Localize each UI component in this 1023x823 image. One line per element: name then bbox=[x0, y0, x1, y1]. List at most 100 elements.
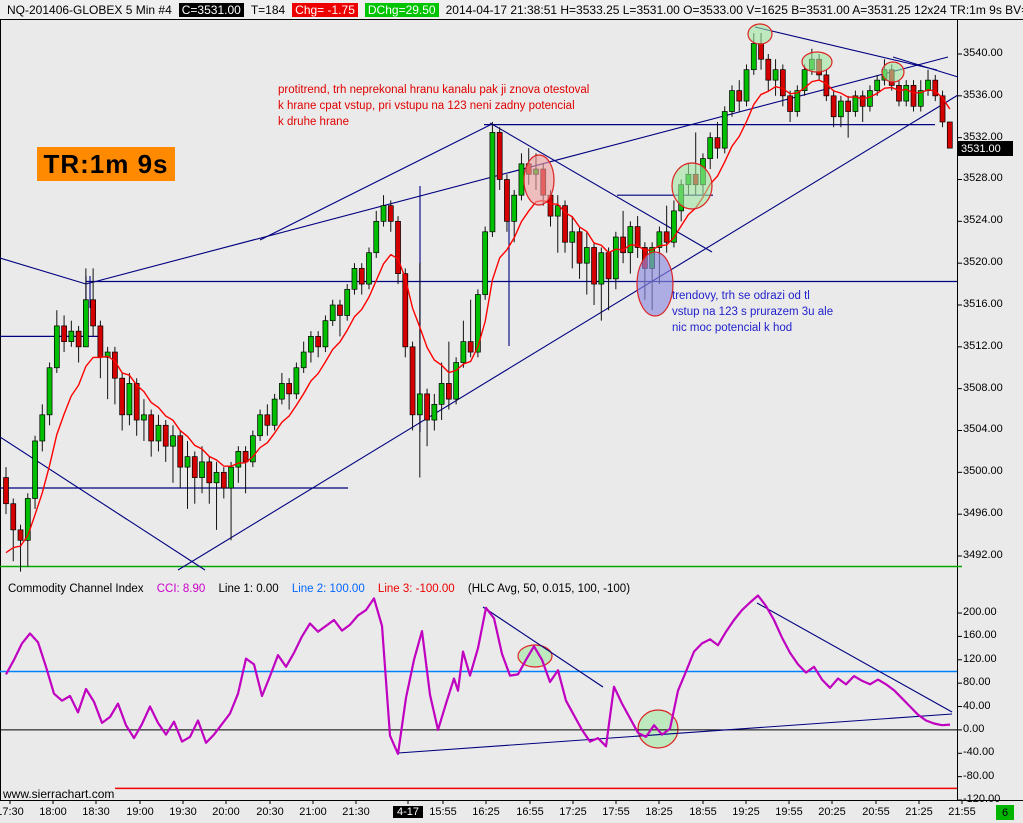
candle bbox=[249, 435, 256, 463]
candle bbox=[83, 299, 89, 348]
candle bbox=[293, 367, 300, 395]
candle bbox=[612, 236, 619, 280]
ellipse-markup bbox=[747, 23, 773, 45]
ellipse-markup bbox=[523, 154, 555, 206]
cci-value: CCI: 8.90 bbox=[156, 583, 206, 595]
candle bbox=[61, 325, 67, 342]
price-axis-label: 3540.00 bbox=[963, 47, 1003, 59]
sierrachart-branding: www.sierrachart.com bbox=[3, 787, 115, 801]
candle bbox=[721, 111, 728, 149]
price-axis-label: 3516.00 bbox=[963, 297, 1003, 310]
candle bbox=[220, 471, 227, 489]
candle bbox=[910, 85, 917, 107]
price-axis-label: 3532.00 bbox=[963, 130, 1003, 143]
time-axis-label: 21:55 bbox=[948, 806, 976, 818]
candle bbox=[271, 398, 278, 426]
candle bbox=[838, 100, 844, 118]
cci-axis-label: 40.00 bbox=[963, 699, 991, 712]
time-axis-label: 20:30 bbox=[256, 806, 284, 818]
candle bbox=[155, 424, 162, 442]
candle bbox=[504, 179, 510, 222]
annotation-line: k druhe hrane bbox=[278, 116, 349, 128]
candle bbox=[460, 341, 467, 363]
candle bbox=[90, 299, 96, 327]
price-axis-label: 3524.00 bbox=[963, 214, 1003, 227]
candle bbox=[337, 304, 343, 316]
cci-trendline bbox=[397, 713, 953, 754]
candle bbox=[765, 58, 772, 81]
candle bbox=[801, 69, 808, 91]
candle bbox=[344, 288, 351, 316]
candle bbox=[932, 79, 939, 97]
candle bbox=[569, 231, 576, 243]
candle bbox=[707, 137, 714, 159]
candle bbox=[867, 90, 873, 107]
candle bbox=[191, 456, 198, 478]
candle bbox=[68, 330, 75, 342]
annotation-countertrend-note: protitrend, trh neprekonal hranu kanalu … bbox=[278, 82, 589, 130]
time-axis-label: 19:30 bbox=[169, 806, 197, 818]
candle bbox=[315, 336, 322, 348]
price-axis-label: 3512.00 bbox=[963, 339, 1003, 352]
candle bbox=[475, 294, 481, 353]
current-price-tag: 3531.00 bbox=[958, 141, 1013, 156]
candles-layer bbox=[3, 33, 953, 572]
candle bbox=[373, 220, 380, 254]
candle bbox=[228, 466, 234, 489]
candle bbox=[395, 220, 401, 274]
candle bbox=[598, 252, 605, 285]
candle bbox=[177, 435, 184, 468]
candle bbox=[845, 100, 852, 112]
cci-study-header: Commodity Channel Index CCI: 8.90 Line 1… bbox=[8, 583, 640, 595]
candle bbox=[453, 362, 459, 400]
candle bbox=[656, 231, 663, 248]
candle bbox=[141, 414, 147, 421]
candle bbox=[416, 393, 423, 416]
time-axis-label: 21:25 bbox=[905, 806, 933, 818]
candle bbox=[489, 132, 496, 233]
candle bbox=[671, 210, 677, 243]
candle bbox=[917, 90, 924, 107]
candle bbox=[896, 85, 902, 102]
candle bbox=[496, 132, 503, 180]
candle bbox=[126, 383, 133, 416]
trendline bbox=[259, 123, 493, 241]
candle bbox=[431, 404, 438, 421]
time-axis-label: 20:55 bbox=[862, 806, 890, 818]
candle bbox=[257, 414, 263, 437]
ohlc-status-text: 2014-04-17 21:38:51 H=3533.25 L=3531.00 … bbox=[445, 2, 1023, 17]
time-axis-label: 16:55 bbox=[516, 806, 544, 818]
candle bbox=[39, 414, 46, 442]
candle bbox=[663, 231, 670, 243]
candle bbox=[308, 336, 314, 353]
cci-trendline bbox=[482, 606, 604, 688]
time-axis-label: 20:00 bbox=[212, 806, 240, 818]
candle bbox=[830, 95, 837, 118]
candle bbox=[133, 383, 140, 421]
candle bbox=[380, 205, 387, 222]
annotation-line: trendovy, trh se odrazi od tl bbox=[672, 290, 810, 302]
trendline bbox=[0, 257, 87, 285]
candle bbox=[199, 461, 205, 478]
candle bbox=[387, 205, 394, 222]
moving-average-line bbox=[5, 79, 951, 554]
cci-parameters: (HLC Avg, 50, 0.015, 100, -100) bbox=[467, 583, 631, 595]
candle bbox=[859, 95, 866, 107]
candle bbox=[424, 393, 430, 421]
candle bbox=[300, 351, 307, 369]
candle bbox=[736, 90, 743, 102]
trendline bbox=[0, 436, 206, 571]
cci-line1-value: Line 1: 0.00 bbox=[218, 583, 279, 595]
time-axis-label: 18:00 bbox=[39, 806, 67, 818]
ellipse-markup bbox=[636, 251, 674, 317]
time-axis-label: 18:55 bbox=[689, 806, 717, 818]
annotation-line: vstup na 123 s prurazem 3u ale bbox=[672, 306, 834, 318]
cci-axis-label: -40.00 bbox=[963, 746, 995, 759]
chart-title-bar: NQ-201406-GLOBEX 5 Min #4 C=3531.00 T=18… bbox=[0, 0, 1023, 20]
time-axis-label: 4-17 bbox=[393, 806, 423, 818]
cci-axis-label: 0.00 bbox=[963, 722, 985, 735]
candle bbox=[32, 440, 38, 499]
candle bbox=[787, 95, 793, 112]
time-axis-label: 21:00 bbox=[299, 806, 327, 818]
